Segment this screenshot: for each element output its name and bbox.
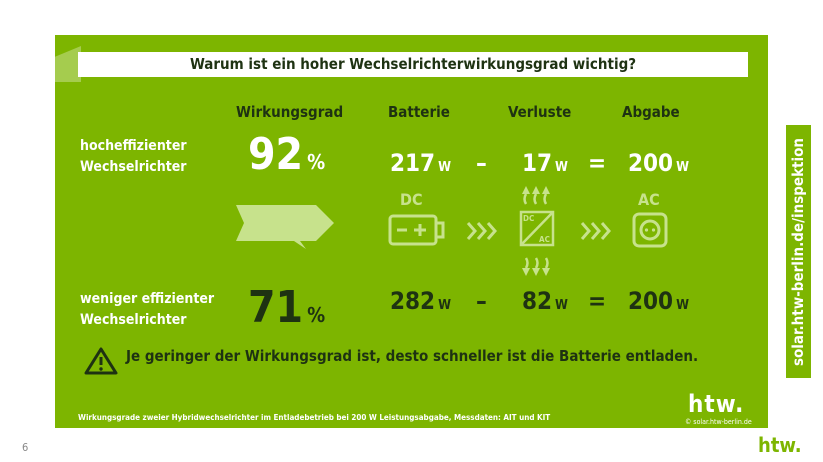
row1-output-value: 200	[628, 149, 674, 177]
warning-icon	[84, 347, 118, 375]
row2-label: weniger effizienter Wechselrichter	[80, 289, 214, 331]
header-battery: Batterie	[388, 103, 450, 121]
percent-unit: %	[307, 303, 326, 327]
header-output: Abgabe	[622, 103, 680, 121]
infographic-panel	[55, 35, 768, 428]
footnote: Wirkungsgrade zweier Hybridwechselrichte…	[78, 413, 551, 422]
infographic-title: Warum ist ein hoher Wechselrichterwirkun…	[78, 52, 748, 77]
row2-efficiency: 71%	[248, 286, 325, 337]
watt-unit: W	[555, 160, 568, 175]
row2-label-line2: Wechselrichter	[80, 312, 187, 328]
inverter-icon	[519, 186, 555, 276]
row1-losses: 17 W	[522, 150, 568, 181]
battery-icon	[388, 214, 445, 246]
minus-sign: –	[476, 287, 487, 315]
flow-arrow-icon	[236, 205, 334, 249]
inverter-dc-label: DC	[523, 214, 535, 223]
page-number: 6	[22, 441, 29, 454]
row2-battery-value: 282	[390, 287, 436, 315]
row2-efficiency-value: 71	[248, 282, 304, 333]
htw-footer-logo: htw.	[758, 433, 802, 457]
triple-chevron-icon	[466, 222, 497, 240]
row1-efficiency-value: 92	[248, 129, 304, 180]
equals-sign: =	[588, 149, 607, 177]
row1-label: hocheffizienter Wechselrichter	[80, 136, 187, 178]
minus-sign: –	[476, 149, 487, 177]
row2-output: 200 W	[628, 288, 689, 319]
row1-losses-value: 17	[522, 149, 553, 177]
row2-losses-value: 82	[522, 287, 553, 315]
dc-label: DC	[400, 190, 423, 209]
watt-unit: W	[555, 298, 568, 313]
header-efficiency: Wirkungsgrad	[236, 103, 344, 121]
row2-losses: 82 W	[522, 288, 568, 319]
header-losses: Verluste	[508, 103, 572, 121]
htw-logo: htw.	[688, 390, 745, 418]
watt-unit: W	[438, 298, 451, 313]
row2-output-value: 200	[628, 287, 674, 315]
percent-unit: %	[307, 150, 326, 174]
row2-label-line1: weniger effizienter	[80, 291, 215, 307]
side-banner	[786, 125, 811, 378]
row1-battery: 217 W	[390, 150, 451, 181]
row1-efficiency: 92%	[248, 133, 325, 184]
watt-unit: W	[676, 298, 689, 313]
copyright-url: © solar.htw-berlin.de	[685, 418, 752, 426]
warning-text: Je geringer der Wirkungsgrad ist, desto …	[126, 347, 699, 365]
power-socket-icon	[632, 212, 668, 248]
triple-chevron-icon	[580, 222, 611, 240]
row2-battery: 282 W	[390, 288, 451, 319]
equals-sign: =	[588, 287, 607, 315]
watt-unit: W	[438, 160, 451, 175]
inverter-ac-label: AC	[539, 235, 550, 244]
watt-unit: W	[676, 160, 689, 175]
row1-label-line1: hocheffizienter	[80, 138, 187, 154]
row1-label-line2: Wechselrichter	[80, 159, 187, 175]
row1-output: 200 W	[628, 150, 689, 181]
ac-label: AC	[638, 190, 660, 209]
row1-battery-value: 217	[390, 149, 436, 177]
side-url[interactable]: solar.htw-berlin.de/inspektion	[786, 125, 811, 378]
side-url-text[interactable]: solar.htw-berlin.de/inspektion	[789, 137, 808, 366]
